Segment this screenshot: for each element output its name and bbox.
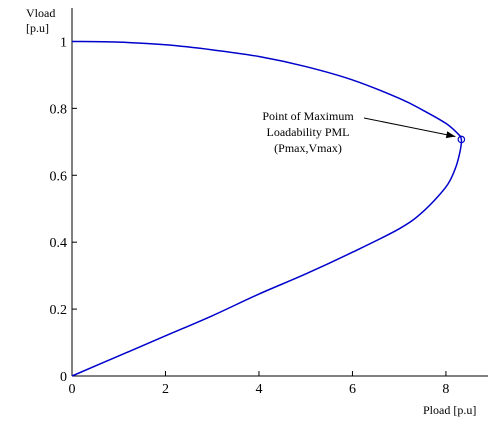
annotation-line-1: Point of Maximum	[262, 109, 354, 123]
x-tick-label: 8	[442, 382, 449, 397]
pml-annotation: Point of Maximum Loadability PML (Pmax,V…	[262, 109, 456, 155]
annotation-line-2: Loadability PML	[267, 125, 350, 139]
x-tick-label: 0	[69, 382, 76, 397]
pml-marker	[457, 135, 466, 144]
annotation-arrow-line	[363, 117, 456, 137]
y-ticks: 0 0.2 0.4 0.6 0.8 1	[50, 35, 77, 385]
x-tick-label: 2	[162, 382, 169, 397]
y-tick-label: 0.6	[50, 169, 68, 184]
y-tick-label: 1	[60, 35, 67, 50]
plot-area	[71, 8, 488, 377]
y-tick-label: 0	[60, 370, 67, 385]
annotation-line-3: (Pmax,Vmax)	[274, 141, 342, 155]
y-tick-label: 0.8	[50, 102, 68, 117]
annotation-arrow-head	[445, 131, 456, 139]
y-tick-label: 0.4	[50, 236, 68, 251]
x-tick-label: 6	[349, 382, 356, 397]
y-tick-label: 0.2	[50, 303, 68, 318]
x-axis-label: Pload [p.u]	[423, 403, 476, 417]
y-axis-label-line-2: [p.u]	[26, 21, 49, 35]
pv-curve-line	[71, 40, 463, 377]
x-ticks: 0 2 4 6 8	[69, 371, 449, 397]
y-axis-label-line-1: Vload	[26, 6, 55, 20]
x-tick-label: 4	[255, 382, 262, 397]
